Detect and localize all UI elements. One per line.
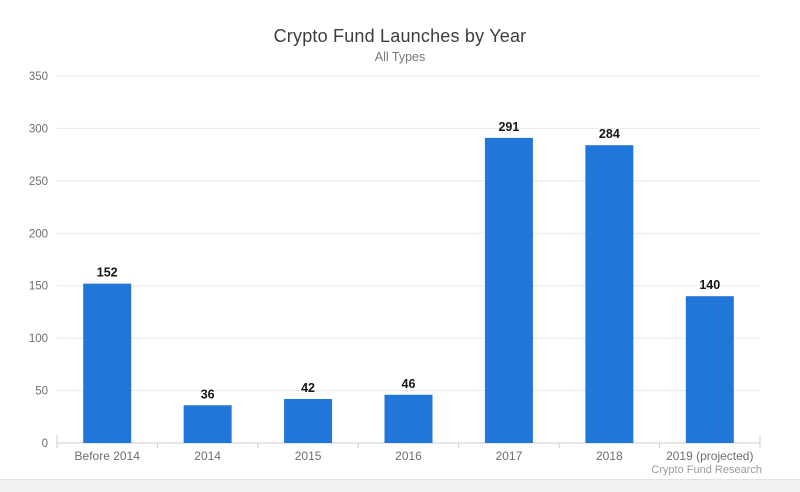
x-axis-category-label: 2017 [496,449,523,463]
bar-value-label: 42 [301,381,315,395]
bar-2018[interactable] [585,145,634,443]
y-axis-tick-label: 50 [35,386,48,398]
y-axis-tick-label: 150 [29,281,48,293]
y-axis-tick-label: 300 [29,123,48,135]
bar-value-label: 36 [201,387,215,401]
bar-value-label: 152 [97,266,118,280]
y-axis-tick-label: 250 [29,176,48,188]
x-axis-category-label: Before 2014 [75,449,141,463]
y-axis-tick-label: 350 [29,71,48,83]
bar-value-label: 140 [699,278,720,292]
bar-2016[interactable] [384,394,433,443]
chart-title: Crypto Fund Launches by Year [273,26,527,46]
bar-before-2014[interactable] [83,283,132,443]
bar-2015[interactable] [284,398,333,443]
x-axis-category-label: 2019 (projected) [666,449,753,463]
y-axis-tick-label: 0 [42,438,48,450]
chart-attribution: Crypto Fund Research [651,464,762,476]
x-axis-category-label: 2014 [194,449,221,463]
bar-value-label: 291 [498,120,519,134]
x-axis-category-label: 2015 [295,449,322,463]
page-footer-band [0,479,800,492]
bar-2017[interactable] [484,137,533,443]
chart-subtitle: All Types [374,50,426,64]
bar-value-label: 46 [402,377,416,391]
y-axis-tick-label: 200 [29,228,48,240]
bar-2014[interactable] [183,405,232,443]
x-axis-category-label: 2018 [596,449,623,463]
bar-value-label: 284 [599,127,620,141]
bar-2019-projected[interactable] [685,296,734,443]
x-axis-category-label: 2016 [395,449,422,463]
y-axis-tick-label: 100 [29,333,48,345]
